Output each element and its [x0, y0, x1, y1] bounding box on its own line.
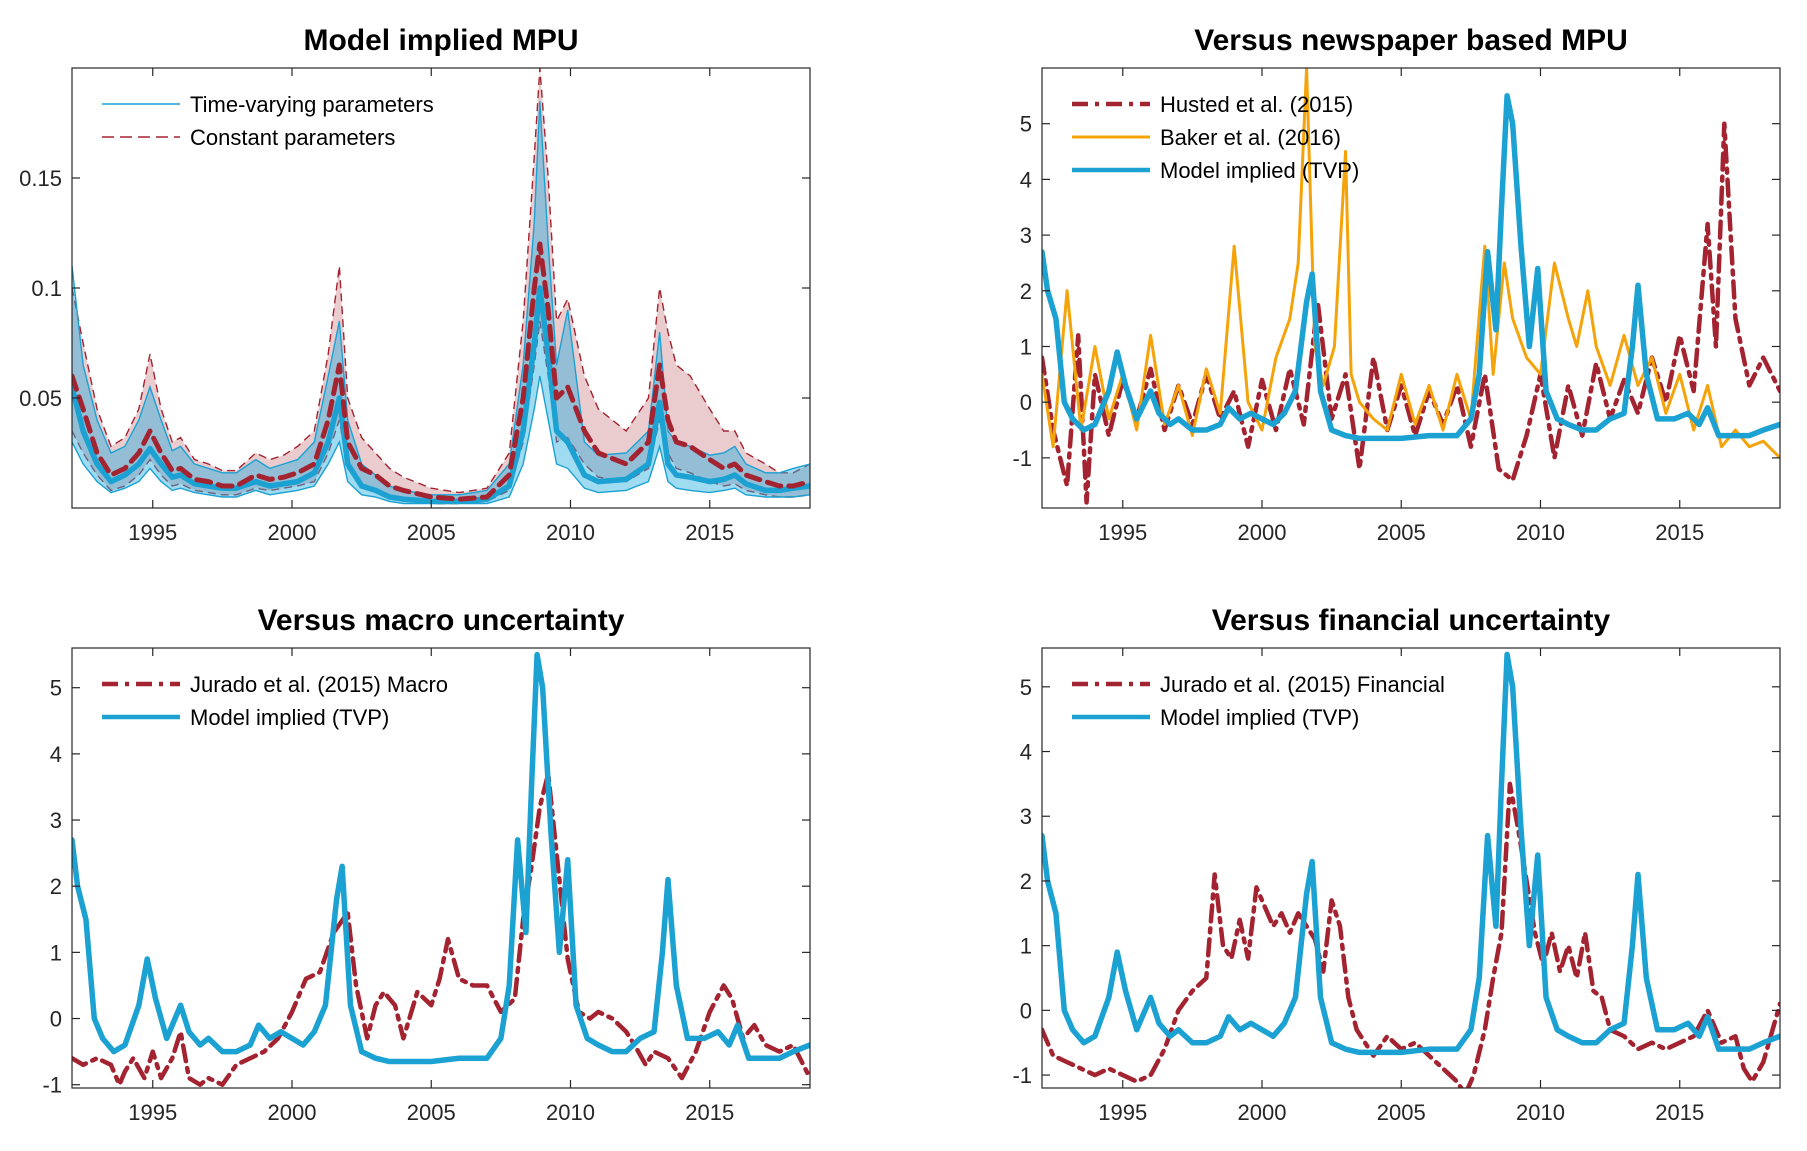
axes-frame: [1041, 67, 1781, 509]
y-tick-label: 5: [1020, 675, 1032, 700]
x-tick-label: 2000: [1238, 1100, 1287, 1125]
panel-macro-uncertainty: Versus macro uncertainty 1995 2000 2005 2010…: [42, 604, 811, 1125]
series-line-model-implied-tvp: [72, 651, 810, 1065]
legend-label: Jurado et al. (2015) Financial: [1160, 672, 1445, 697]
legend: Jurado et al. (2015) Financial Model impl…: [1072, 672, 1445, 730]
series-line-jurado-et-al-2015-macro: [72, 771, 810, 1087]
x-tick-label: 1995: [128, 1100, 177, 1125]
x-tick-label: 2000: [268, 1100, 317, 1125]
y-tick-label: -1: [42, 1073, 62, 1098]
y-tick-label: 2: [1020, 279, 1032, 304]
legend: Time-varying parameters Constant paramete…: [102, 92, 434, 150]
y-tick-label: -1: [1012, 1063, 1032, 1088]
y-tick-label: 0.15: [19, 166, 62, 191]
axes-frame: [1041, 647, 1781, 1089]
legend-label: Model implied (TVP): [190, 705, 389, 730]
x-tick-label: 2000: [268, 520, 317, 545]
x-tick-label: 2015: [685, 1100, 734, 1125]
y-tick-label: 3: [50, 808, 62, 833]
x-tick-label: 2015: [1655, 520, 1704, 545]
legend-label: Husted et al. (2015): [1160, 92, 1353, 117]
series-line-time-varying-parameters: [72, 285, 810, 505]
panel-financial-uncertainty: Versus financial uncertainty 1995 2000 2005…: [1012, 604, 1781, 1125]
x-tick-label: 2015: [685, 520, 734, 545]
y-tick-label: 3: [1020, 223, 1032, 248]
band-constant-parameters: [72, 68, 810, 504]
y-tick-label: 1: [1020, 334, 1032, 359]
x-tick-label: 2005: [1377, 1100, 1426, 1125]
y-tick-label: 0.05: [19, 386, 62, 411]
panel-model-implied-mpu: Model implied MPU 1995 2000 2005 2010 2015 0.0…: [19, 24, 811, 545]
legend-label: Constant parameters: [190, 125, 395, 150]
y-tick-label: 2: [50, 874, 62, 899]
plot-layer: [1042, 68, 1780, 505]
plot-layer: [1042, 651, 1780, 1088]
x-tick-label: 2010: [1516, 520, 1565, 545]
plot-area: [72, 68, 810, 508]
y-tick-label: -1: [1012, 446, 1032, 471]
band-edge-constant-upper: [72, 68, 810, 494]
x-tick-label: 2010: [1516, 1100, 1565, 1125]
y-tick-label: 0.1: [31, 276, 62, 301]
plot-area: [1042, 68, 1780, 508]
y-tick-label: 2: [1020, 869, 1032, 894]
chart-title: Versus macro uncertainty: [258, 604, 625, 637]
legend-label: Jurado et al. (2015) Macro: [190, 672, 448, 697]
series-line-model-implied-tvp: [1042, 93, 1780, 442]
legend: Husted et al. (2015) Baker et al. (2016) M…: [1072, 92, 1359, 183]
y-tick-label: 0: [1020, 998, 1032, 1023]
y-tick-label: 0: [50, 1007, 62, 1032]
x-tick-label: 2010: [546, 1100, 595, 1125]
y-tick-label: 5: [50, 676, 62, 701]
y-tick-label: 0: [1020, 390, 1032, 415]
x-tick-label: 1995: [1098, 520, 1147, 545]
y-tick-label: 4: [50, 742, 62, 767]
x-tick-label: 1995: [1098, 1100, 1147, 1125]
y-tick-label: 1: [50, 940, 62, 965]
legend-label: Model implied (TVP): [1160, 705, 1359, 730]
y-tick-label: 4: [1020, 167, 1032, 192]
series-line-jurado-et-al-2015-financial: [1042, 781, 1780, 1088]
legend: Jurado et al. (2015) Macro Model implied …: [102, 672, 448, 730]
legend-label: Time-varying parameters: [190, 92, 434, 117]
chart-title: Versus financial uncertainty: [1212, 604, 1611, 637]
plot-layer: [72, 68, 810, 505]
legend-label: Model implied (TVP): [1160, 158, 1359, 183]
y-tick-label: 5: [1020, 112, 1032, 137]
x-tick-label: 2005: [407, 1100, 456, 1125]
series-line-constant-parameters: [72, 241, 810, 502]
plot-area: [72, 648, 810, 1088]
series-line-husted-et-al-2015: [1042, 121, 1780, 505]
x-tick-label: 2005: [1377, 520, 1426, 545]
y-tick-label: 1: [1020, 934, 1032, 959]
chart-title: Model implied MPU: [303, 24, 578, 57]
x-tick-label: 1995: [128, 520, 177, 545]
y-tick-label: 4: [1020, 740, 1032, 765]
series-line-model-implied-tvp: [1042, 651, 1780, 1056]
x-tick-label: 2010: [546, 520, 595, 545]
series-line-baker-et-al-2016: [1042, 68, 1780, 460]
x-tick-label: 2015: [1655, 1100, 1704, 1125]
band-edge-tvp-lower: [72, 375, 810, 505]
y-tick-label: 3: [1020, 804, 1032, 829]
axes-frame: [71, 647, 811, 1089]
chart-title: Versus newspaper based MPU: [1194, 24, 1628, 57]
x-tick-label: 2005: [407, 520, 456, 545]
plot-layer: [72, 651, 810, 1087]
x-tick-label: 2000: [1238, 520, 1287, 545]
plot-area: [1042, 648, 1780, 1088]
legend-label: Baker et al. (2016): [1160, 125, 1341, 150]
